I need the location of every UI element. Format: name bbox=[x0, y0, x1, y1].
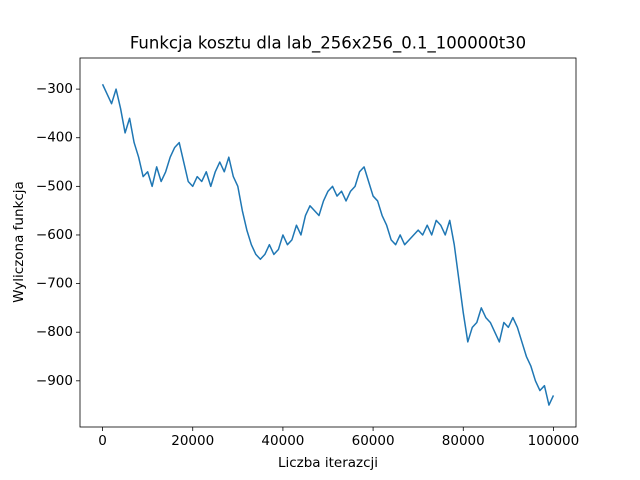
data-line bbox=[101, 83, 555, 406]
y-tick-label: −800 bbox=[36, 324, 73, 340]
x-tick-label: 0 bbox=[98, 433, 107, 449]
x-tick-label: 60000 bbox=[352, 433, 395, 449]
x-tick-label: 80000 bbox=[442, 433, 485, 449]
x-tick-label: 20000 bbox=[171, 433, 214, 449]
y-tick-label: −700 bbox=[36, 276, 73, 292]
y-axis-label: Wyliczona funkcja bbox=[11, 181, 27, 303]
y-tick-label: −400 bbox=[36, 130, 73, 146]
x-tick-label: 40000 bbox=[261, 433, 304, 449]
y-tick-label: −900 bbox=[36, 373, 73, 389]
y-tick-label: −600 bbox=[36, 227, 73, 243]
x-axis-label: Liczba iterazcji bbox=[278, 455, 378, 471]
x-tick-label: 100000 bbox=[528, 433, 580, 449]
axes-frame bbox=[79, 57, 577, 428]
y-tick-label: −500 bbox=[36, 178, 73, 194]
chart-title: Funkcja kosztu dla lab_256x256_0.1_10000… bbox=[130, 34, 526, 54]
y-tick-label: −300 bbox=[36, 81, 73, 97]
